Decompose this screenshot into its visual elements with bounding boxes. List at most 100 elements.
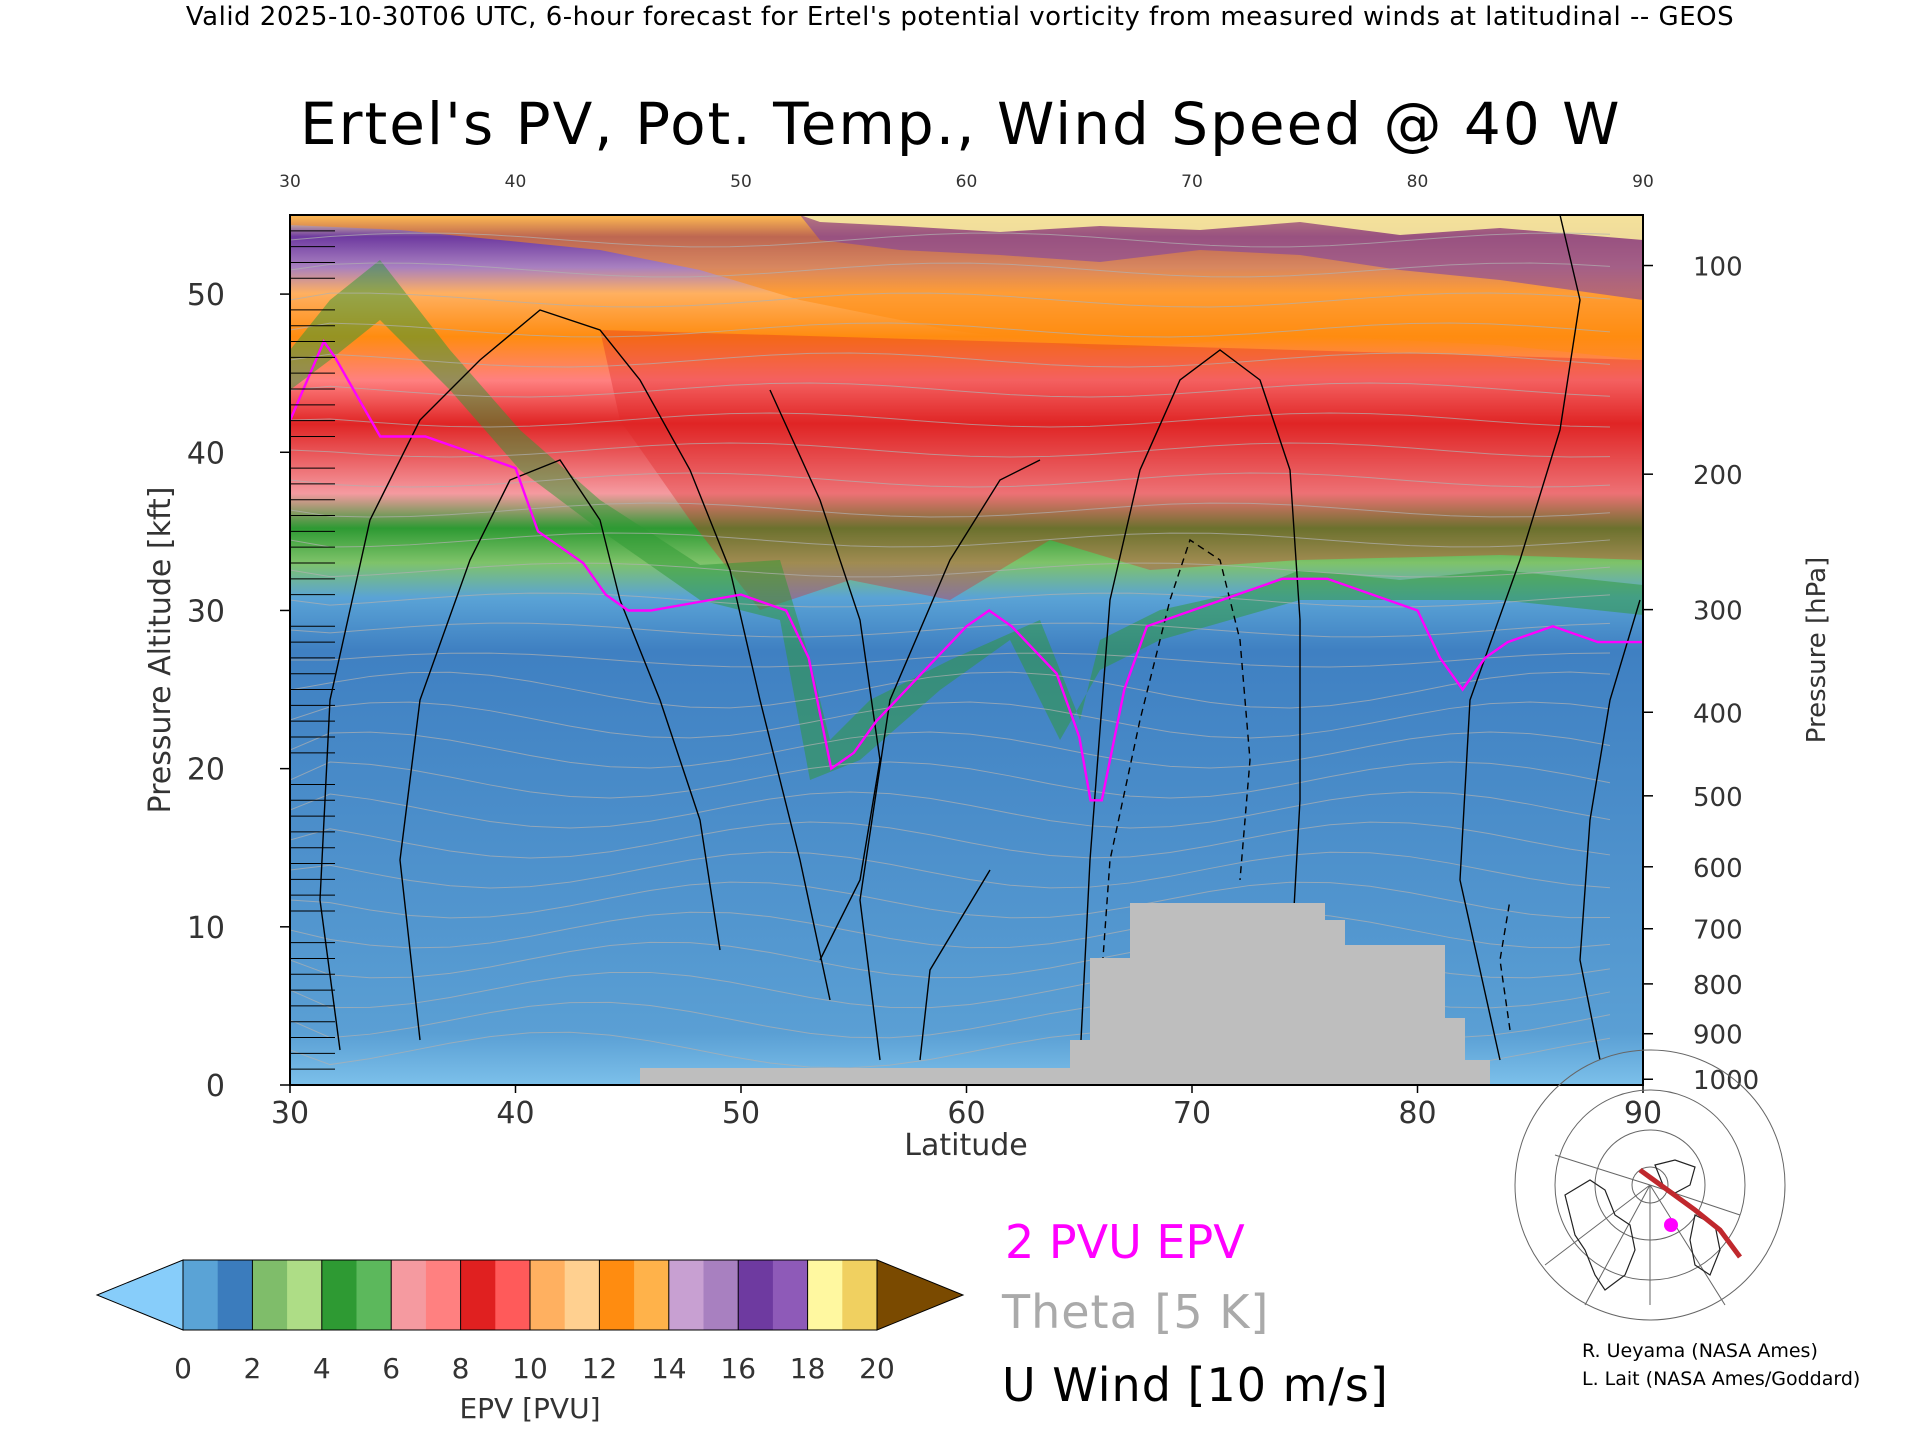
pressure-tick-label: 700 [1693, 916, 1743, 946]
colorbar-bin [356, 1260, 392, 1330]
theta-contour [290, 881, 1611, 919]
colorbar-bin [530, 1260, 566, 1330]
colorbar-bin [391, 1260, 427, 1330]
u-wind-contour [1459, 215, 1581, 1061]
theta-contour [290, 352, 1611, 368]
theta-contour [290, 731, 1611, 769]
colorbar-tick-label: 18 [790, 1352, 826, 1385]
x-tick-label: 50 [722, 1096, 760, 1131]
theta-contour [290, 232, 1611, 248]
colorbar-tick-label: 4 [313, 1352, 331, 1385]
colorbar-bin [564, 1260, 600, 1330]
colorbar-bin [183, 1260, 219, 1330]
colorbar-bin [703, 1260, 739, 1330]
x-top-tick-label: 40 [505, 172, 527, 192]
x-axis-top: 30 40 50 60 70 80 90 [279, 172, 1654, 192]
credit-line-2: L. Lait (NASA Ames/Goddard) [1582, 1368, 1861, 1390]
pressure-tick-label: 100 [1693, 253, 1743, 283]
pressure-axis: 100 200 300 400 500 600 700 800 900 1000 [1643, 253, 1759, 1096]
u-wind-contour [919, 869, 991, 1061]
header-line: Valid 2025-10-30T06 UTC, 6-hour forecast… [185, 2, 1735, 32]
y-axis: 0 10 20 30 40 50 [187, 230, 335, 1104]
y-tick-label: 30 [187, 594, 225, 629]
pressure-tick-label: 400 [1693, 699, 1743, 729]
pv-band-3 [600, 330, 1643, 610]
y-tick-label: 20 [187, 753, 225, 788]
theta-contour [290, 851, 1611, 889]
pressure-tick-label: 500 [1693, 783, 1743, 813]
colorbar-bin [460, 1260, 496, 1330]
theta-contour [290, 701, 1611, 739]
theta-contour [290, 622, 1611, 638]
credit-line-1: R. Ueyama (NASA Ames) [1582, 1340, 1818, 1362]
colorbar-tick-label: 10 [512, 1352, 548, 1385]
x-top-tick-label: 80 [1407, 172, 1429, 192]
theta-contour [290, 761, 1611, 799]
colorbar-bin [634, 1260, 670, 1330]
y-tick-label: 10 [187, 911, 225, 946]
u-wind-contour-negative [1099, 538, 1251, 1001]
theta-contour [290, 791, 1611, 829]
y-axis-title: Pressure Altitude [kft] [143, 487, 178, 814]
x-tick-label: 70 [1173, 1096, 1211, 1131]
colorbar-label: EPV [PVU] [459, 1392, 600, 1425]
colorbar-tick-label: 0 [174, 1352, 192, 1385]
colorbar-bin [252, 1260, 288, 1330]
pressure-axis-title: Pressure [hPa] [1802, 557, 1832, 744]
colorbar-bin [668, 1260, 704, 1330]
colorbar-tick-label: 20 [859, 1352, 895, 1385]
theta-contour [290, 322, 1611, 338]
colorbar-bin [287, 1260, 323, 1330]
x-tick-label: 40 [496, 1096, 534, 1131]
x-top-tick-label: 50 [730, 172, 752, 192]
colorbar-tick-label: 6 [382, 1352, 400, 1385]
theta-contour [290, 472, 1611, 488]
pressure-tick-label: 600 [1693, 854, 1743, 884]
y-tick-label: 0 [206, 1069, 225, 1104]
legend-u-wind: U Wind [10 m/s] [1002, 1358, 1389, 1412]
theta-contour [290, 671, 1611, 709]
x-tick-label: 90 [1624, 1096, 1662, 1131]
colorbar-tick-label: 8 [452, 1352, 470, 1385]
colorbar: 0 2 4 6 8 10 12 14 16 18 20 [95, 1259, 965, 1385]
y-tick-label: 50 [187, 278, 225, 313]
pv-band-2 [800, 215, 1643, 240]
theta-contour [290, 821, 1611, 859]
x-top-tick-label: 30 [279, 172, 301, 192]
colorbar-under-arrow [95, 1259, 184, 1331]
plot-area [289, 214, 1644, 1086]
x-axis: 30 40 50 60 70 80 90 [271, 1085, 1662, 1131]
colorbar-bin [321, 1260, 357, 1330]
pv-band-1 [800, 215, 1643, 300]
u-wind-contour [859, 459, 1041, 1061]
pressure-tick-label: 200 [1693, 461, 1743, 491]
theta-contour [290, 562, 1611, 578]
theta-contour [290, 502, 1611, 518]
colorbar-bin [425, 1260, 462, 1330]
u-wind-contour-negative [1499, 899, 1511, 1031]
colorbar-bin [772, 1260, 809, 1330]
chart-title: Ertel's PV, Pot. Temp., Wind Speed @ 40 … [300, 90, 1622, 158]
theta-contour [290, 412, 1611, 428]
theta-contour [290, 382, 1611, 398]
u-wind-contour [1579, 599, 1641, 1061]
colorbar-bin [495, 1260, 531, 1330]
terrain-mask [640, 903, 1490, 1085]
x-tick-label: 30 [271, 1096, 309, 1131]
colorbar-bin [599, 1260, 635, 1330]
plot-background [290, 215, 1643, 1085]
legend-2pvu: 2 PVU EPV [1005, 1215, 1245, 1269]
pressure-tick-label: 300 [1693, 597, 1743, 627]
pressure-tick-label: 1000 [1693, 1066, 1759, 1096]
theta-contour [290, 292, 1611, 308]
theta-contour [290, 532, 1611, 548]
inset-map [1514, 1049, 1786, 1321]
tropopause-2pvu-line [290, 339, 1643, 802]
colorbar-tick-label: 12 [582, 1352, 618, 1385]
theta-contour [290, 262, 1611, 278]
u-wind-contour [769, 389, 881, 961]
colorbar-over-arrow [876, 1259, 965, 1331]
x-top-tick-label: 90 [1632, 172, 1654, 192]
colorbar-bin [807, 1260, 843, 1330]
